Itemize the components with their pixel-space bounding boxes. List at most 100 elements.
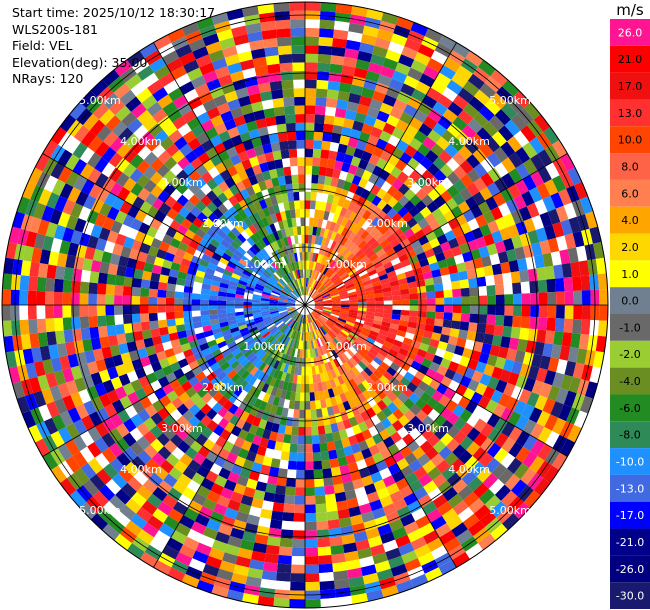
velocity-bin <box>293 348 299 358</box>
velocity-bin <box>208 294 218 301</box>
velocity-bin <box>353 385 363 396</box>
velocity-bin <box>434 72 452 88</box>
velocity-bin <box>327 342 334 351</box>
velocity-bin <box>373 356 383 366</box>
range-ring-label: 4.00km <box>120 135 162 148</box>
velocity-bin <box>555 305 565 319</box>
velocity-bin <box>361 400 372 411</box>
velocity-bin <box>551 139 568 158</box>
velocity-bin <box>490 389 504 404</box>
velocity-bin <box>303 314 305 324</box>
velocity-bin <box>503 283 513 295</box>
velocity-bin <box>431 390 444 403</box>
velocity-bin <box>354 249 364 258</box>
velocity-bin <box>339 293 349 298</box>
velocity-bin <box>424 277 435 286</box>
velocity-bin <box>485 275 495 286</box>
velocity-bin <box>328 449 338 460</box>
velocity-bin <box>224 543 240 557</box>
velocity-bin <box>287 140 297 150</box>
velocity-bin <box>342 340 351 349</box>
velocity-bin <box>508 337 520 351</box>
velocity-bin <box>122 285 133 296</box>
velocity-bin <box>329 288 338 294</box>
velocity-bin <box>333 253 342 263</box>
velocity-bin <box>396 366 408 377</box>
velocity-bin <box>364 286 374 293</box>
velocity-bin <box>441 87 458 102</box>
velocity-bin <box>36 305 46 320</box>
velocity-bin <box>245 413 256 425</box>
velocity-bin <box>347 31 363 43</box>
velocity-bin <box>373 118 387 131</box>
velocity-bin <box>263 332 272 341</box>
velocity-bin <box>512 315 522 328</box>
velocity-bin <box>393 498 408 511</box>
velocity-bin <box>308 314 312 323</box>
velocity-bin <box>543 224 557 240</box>
velocity-bin <box>504 305 514 316</box>
velocity-bin <box>354 236 364 247</box>
velocity-bin <box>194 409 207 422</box>
velocity-bin <box>284 494 296 505</box>
velocity-bin <box>335 356 344 366</box>
velocity-bin <box>460 173 474 188</box>
velocity-bin <box>234 376 245 387</box>
velocity-bin <box>410 59 427 74</box>
velocity-bin <box>396 505 412 519</box>
velocity-bin <box>330 55 345 66</box>
velocity-bin <box>459 242 471 254</box>
velocity-bin <box>316 253 322 263</box>
velocity-bin <box>440 357 452 369</box>
velocity-bin <box>249 559 265 571</box>
velocity-bin <box>344 280 354 287</box>
velocity-bin <box>166 283 176 292</box>
velocity-bin <box>183 310 193 318</box>
velocity-bin <box>409 415 422 428</box>
velocity-bin <box>526 202 540 219</box>
velocity-bin <box>477 314 488 325</box>
velocity-bin <box>157 312 167 321</box>
velocity-bin <box>552 372 565 388</box>
velocity-bin <box>388 518 404 532</box>
velocity-bin <box>356 316 366 321</box>
velocity-bin <box>494 356 507 370</box>
velocity-bin <box>391 70 408 84</box>
velocity-bin <box>311 348 317 358</box>
velocity-bin <box>326 158 336 169</box>
velocity-bin <box>403 409 416 422</box>
velocity-bin <box>382 122 396 135</box>
velocity-bin <box>547 305 557 319</box>
velocity-bin <box>354 363 364 374</box>
velocity-bin <box>318 254 325 264</box>
velocity-bin <box>523 490 541 508</box>
velocity-bin <box>329 260 337 270</box>
velocity-bin <box>392 190 404 202</box>
velocity-bin <box>417 551 435 567</box>
velocity-bin <box>461 296 471 305</box>
velocity-bin <box>445 256 457 267</box>
velocity-bin <box>332 213 340 224</box>
velocity-bin <box>253 453 265 465</box>
velocity-bin <box>45 318 56 333</box>
velocity-bin <box>290 365 296 375</box>
velocity-bin <box>361 199 372 210</box>
velocity-bin <box>231 572 248 585</box>
velocity-bin <box>276 476 287 487</box>
velocity-bin <box>518 388 532 404</box>
velocity-bin <box>357 206 367 218</box>
velocity-bin <box>224 507 238 520</box>
velocity-bin <box>271 328 280 337</box>
velocity-bin <box>530 439 546 456</box>
velocity-bin <box>248 424 259 436</box>
velocity-bin <box>542 342 554 358</box>
velocity-bin <box>188 427 202 441</box>
velocity-bin <box>312 270 317 280</box>
velocity-bin <box>273 340 281 350</box>
velocity-bin <box>239 467 252 479</box>
velocity-bin <box>430 50 448 65</box>
velocity-bin <box>358 467 371 479</box>
range-ring-label: 2.00km <box>202 217 244 230</box>
velocity-bin <box>305 191 311 201</box>
velocity-bin <box>432 276 443 285</box>
